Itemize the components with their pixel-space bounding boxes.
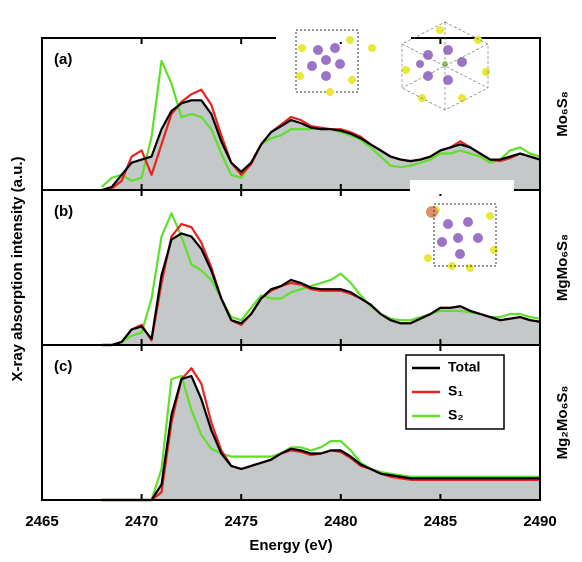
plots: (a) Mo₆S₈ X-ray absorption intensity (a.u.…: [9, 37, 571, 554]
x-tick-label: 2480: [324, 513, 357, 530]
panel-label: (a): [54, 51, 72, 68]
unit-cell: [433, 203, 497, 267]
legend-label: S₁: [448, 383, 463, 399]
panel-label: (c): [54, 358, 72, 375]
unit-cell: [295, 29, 359, 93]
y-axis-label: X-ray absorption intensity (a.u.): [9, 156, 26, 381]
panel-label: (b): [54, 203, 73, 220]
legend-label: S₂: [448, 407, 464, 423]
series-line: [101, 374, 540, 502]
series-line: [101, 374, 540, 502]
x-tick-label: 2475: [225, 513, 258, 530]
x-tick-label: 2465: [25, 513, 58, 530]
mo-atoms: [307, 43, 483, 259]
s-atoms: [296, 26, 498, 272]
side-label: MgMo₆S₈: [554, 234, 571, 301]
area: [101, 100, 540, 190]
mg-atom: [426, 206, 438, 218]
side-label: Mg₂Mo₆S₈: [554, 386, 571, 460]
series-line: [101, 212, 541, 347]
hex-cell: [401, 21, 489, 111]
x-tick-label: 2485: [424, 513, 457, 530]
legend-label: Total: [448, 359, 480, 375]
x-axis-label: Energy (eV): [249, 537, 332, 554]
x-tick-label: 2470: [125, 513, 158, 530]
panel-frame: [41, 344, 541, 501]
series-line: [101, 99, 541, 192]
inset-mask: [410, 180, 514, 194]
side-label: Mo₆S₈: [554, 91, 571, 137]
area: [101, 376, 540, 500]
series-line: [101, 232, 541, 347]
insets: [276, 21, 514, 272]
x-tick-label: 2490: [523, 513, 556, 530]
inset-mask: [276, 28, 411, 42]
